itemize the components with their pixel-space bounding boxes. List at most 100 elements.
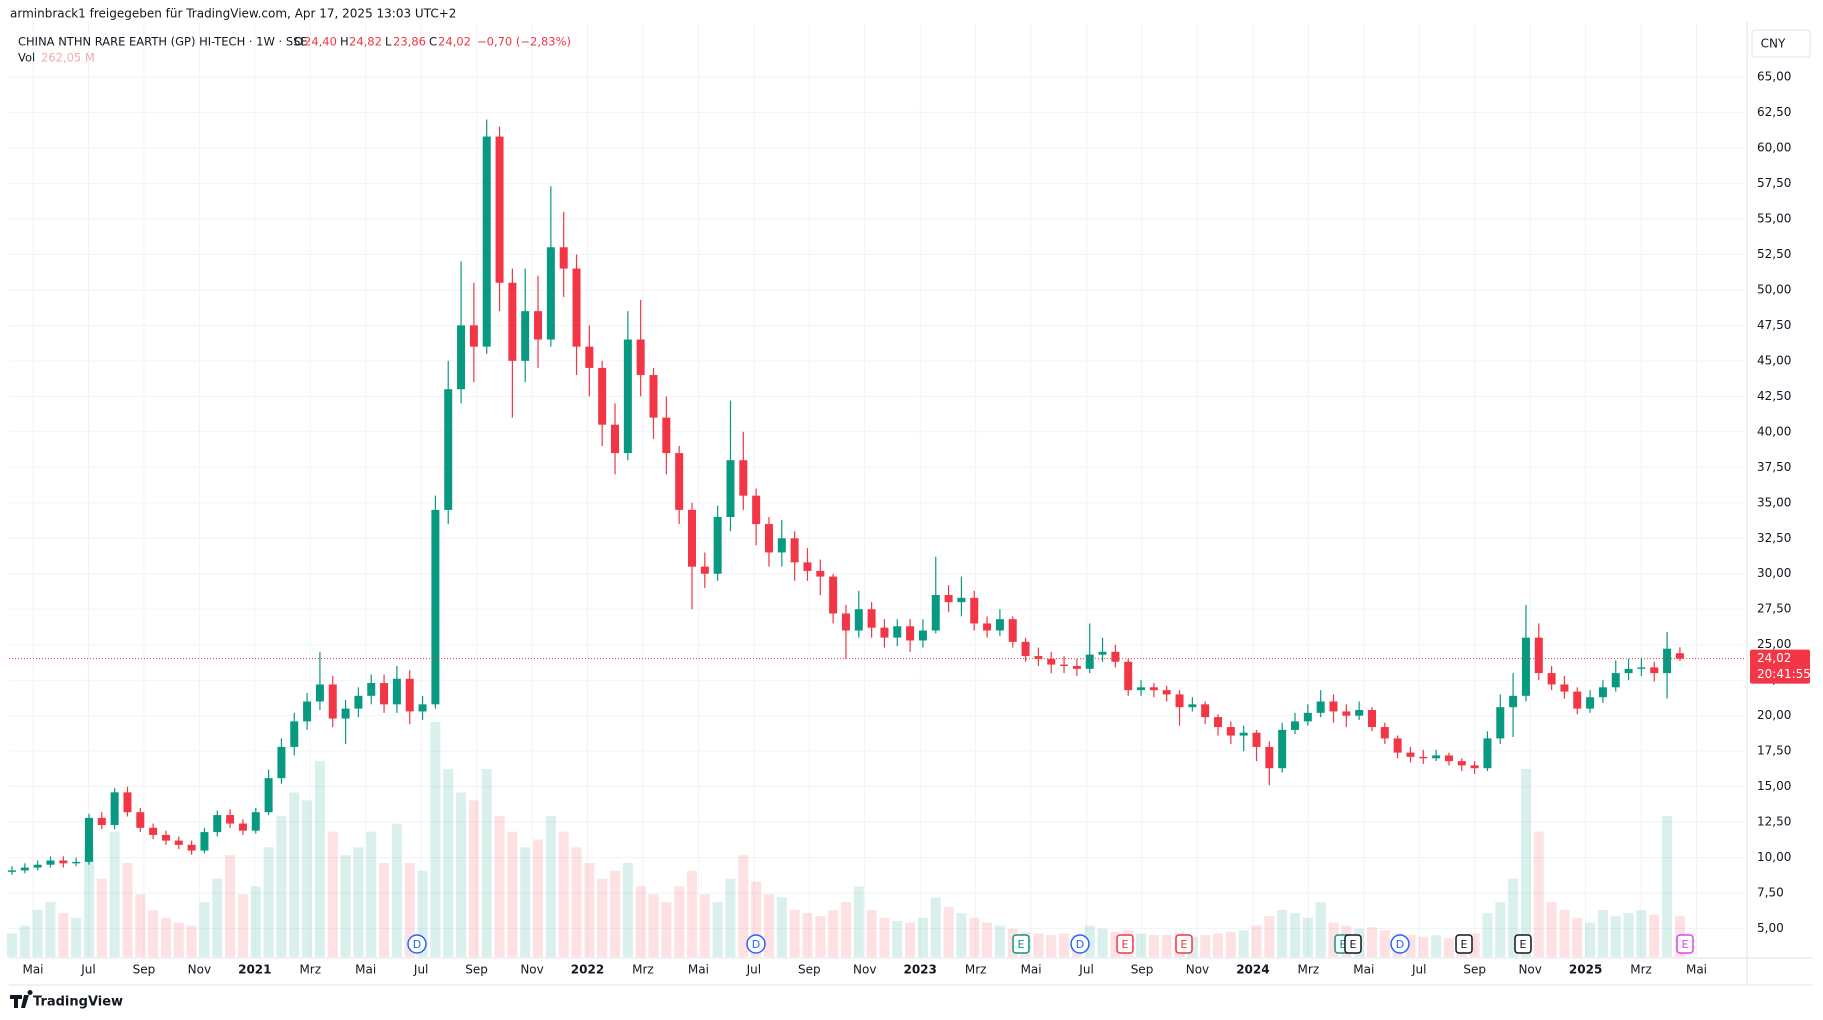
- candle-body: [649, 375, 658, 418]
- volume-bar: [1148, 935, 1159, 957]
- candle-body: [1534, 637, 1543, 674]
- volume-bar: [302, 800, 313, 957]
- candle-body: [906, 626, 915, 641]
- candle-body: [1342, 711, 1351, 716]
- volume-bar: [225, 855, 236, 957]
- volume-bar: [1110, 931, 1121, 957]
- candle-body: [867, 609, 876, 628]
- price-tag-value: 24,02: [1757, 651, 1791, 665]
- event-marker: [1344, 934, 1362, 954]
- candle-body: [1444, 755, 1453, 762]
- event-label: E: [1181, 938, 1188, 951]
- volume-bar: [1161, 935, 1172, 957]
- x-tick-label: Mrz: [1298, 963, 1320, 977]
- candle-body: [123, 792, 132, 813]
- volume-bar: [776, 897, 787, 957]
- candle-body: [1393, 738, 1402, 753]
- candle-body: [187, 844, 196, 851]
- volume-bar: [507, 831, 518, 957]
- volume-bar: [45, 902, 56, 957]
- volume-bar: [1662, 816, 1673, 957]
- candle-body: [777, 538, 786, 553]
- volume-bar: [1623, 913, 1634, 957]
- volume-bar: [917, 917, 928, 957]
- y-tick-label: 25,00: [1757, 637, 1791, 651]
- event-marker: [1676, 934, 1694, 954]
- volume-bar: [533, 839, 544, 957]
- volume-bar: [828, 910, 839, 957]
- volume-bar: [212, 878, 223, 957]
- x-tick-label: Sep: [798, 963, 821, 977]
- event-marker: [1070, 934, 1090, 954]
- y-tick-label: 37,50: [1757, 460, 1791, 474]
- candle-body: [559, 247, 568, 269]
- volume-bar: [1649, 914, 1660, 957]
- candle-body: [1111, 651, 1120, 662]
- brand-logo: [10, 990, 33, 1008]
- volume-bar: [1251, 925, 1262, 957]
- volume-bar: [1520, 769, 1531, 957]
- currency-button[interactable]: [1751, 29, 1811, 58]
- volume-bar: [1572, 917, 1583, 957]
- currency[interactable]: CNY: [1761, 37, 1786, 51]
- candle-body: [1021, 641, 1030, 657]
- volume-bar: [109, 831, 120, 957]
- candle-body: [1188, 704, 1197, 708]
- candle-body: [161, 834, 170, 841]
- x-tick-label: Jul: [746, 963, 761, 977]
- candle-body: [546, 247, 555, 340]
- candle-body: [623, 339, 632, 454]
- event-label: E: [1461, 938, 1468, 951]
- candle-body: [1034, 656, 1043, 659]
- volume-bar: [32, 910, 43, 957]
- candle-body: [598, 367, 607, 425]
- candle-body: [469, 325, 478, 347]
- candle-body: [1367, 710, 1376, 728]
- volume-bar: [1585, 922, 1596, 957]
- candle-body: [995, 619, 1004, 631]
- volume-bar: [1597, 910, 1608, 957]
- volume-bar: [635, 886, 646, 957]
- candle-body: [431, 509, 440, 705]
- volume-bar: [443, 769, 454, 957]
- candle-body: [931, 595, 940, 631]
- volume-bar: [1328, 922, 1339, 957]
- candle-body: [328, 684, 337, 719]
- candle-body: [33, 864, 42, 868]
- volume-bar: [1508, 878, 1519, 957]
- candle-body: [1637, 667, 1646, 669]
- candle-body: [816, 570, 825, 577]
- volume-bar: [1084, 925, 1095, 957]
- volume-bar: [840, 902, 851, 957]
- candle-body: [136, 812, 145, 828]
- change: −0,70 (−2,83%): [477, 35, 571, 49]
- candle-body: [20, 867, 29, 871]
- volume-bar: [83, 847, 94, 957]
- candle-body: [918, 630, 927, 641]
- brand-name: TradingView: [33, 995, 123, 1010]
- candle-body: [110, 792, 119, 825]
- candle-body: [341, 708, 350, 719]
- volume-bar: [1238, 930, 1249, 957]
- y-tick-label: 10,00: [1757, 850, 1791, 864]
- candle-body: [1419, 756, 1428, 759]
- candle-body: [1470, 765, 1479, 769]
- y-tick-label: 62,50: [1757, 105, 1791, 119]
- y-tick-label: 65,00: [1757, 69, 1791, 83]
- volume-bar: [802, 913, 813, 957]
- candle-body: [611, 424, 620, 454]
- candle-body: [251, 812, 260, 831]
- candle-body: [572, 268, 581, 347]
- open-label: O: [294, 35, 303, 49]
- grid: [9, 23, 1746, 957]
- volume-bar: [1610, 916, 1621, 957]
- candle-body: [636, 339, 645, 376]
- y-tick-label: 15,00: [1757, 779, 1791, 793]
- candle-body: [367, 683, 376, 696]
- candle-body: [418, 704, 427, 712]
- x-tick-label: Sep: [1463, 963, 1486, 977]
- volume-bar: [558, 831, 569, 957]
- y-tick-label: 27,50: [1757, 602, 1791, 616]
- event-label: D: [1396, 938, 1404, 951]
- candle-body: [59, 860, 68, 864]
